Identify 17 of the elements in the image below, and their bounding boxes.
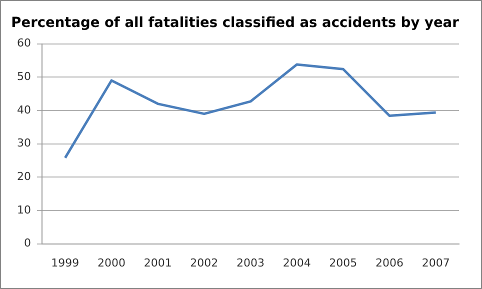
- x-tick-label: 2004: [282, 256, 311, 270]
- y-tick-label: 50: [16, 70, 31, 83]
- x-tick-label: 2007: [422, 256, 450, 270]
- x-tick-label: 2001: [144, 256, 172, 270]
- y-tick-label: 60: [16, 36, 31, 50]
- x-tick-label: 2006: [376, 256, 404, 270]
- x-tick-label: 2005: [329, 256, 358, 270]
- y-tick-label: 0: [24, 236, 31, 250]
- y-tick-label: 30: [16, 136, 31, 150]
- x-tick-label: 2000: [98, 256, 126, 270]
- chart-title: Percentage of all fatalities classified as accidents by year: [11, 14, 460, 32]
- y-tick-label: 20: [16, 170, 31, 183]
- x-tick-label: 2003: [236, 256, 264, 270]
- y-tick-label: 40: [16, 103, 31, 116]
- y-tick-label: 10: [16, 203, 31, 216]
- x-tick-label: 2002: [190, 256, 218, 270]
- x-tick-label: 1999: [51, 256, 80, 270]
